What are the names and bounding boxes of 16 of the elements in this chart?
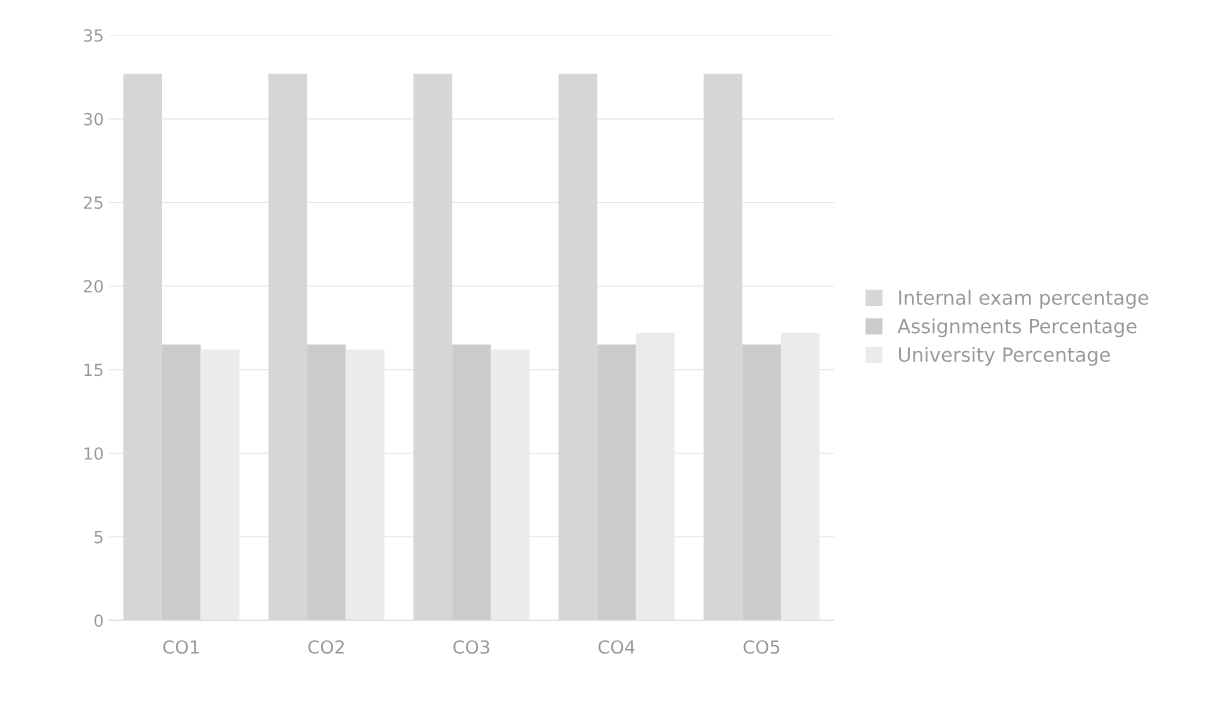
x-tick-label: CO2: [308, 640, 344, 654]
legend-label: University Percentage: [899, 346, 1110, 366]
y-tick-label: 35: [84, 29, 103, 42]
x-tick-label: CO1: [163, 640, 199, 654]
y-tick-label: 30: [84, 112, 103, 126]
y-tick-label: 10: [84, 447, 103, 460]
x-tick-label: CO5: [743, 640, 780, 654]
legend-label: Assignments Percentage: [897, 318, 1137, 338]
x-tick-label: CO3: [453, 640, 490, 654]
y-tick-label: 0: [94, 614, 103, 627]
y-tick-label: 5: [94, 530, 103, 544]
legend-label: Internal exam percentage: [899, 289, 1149, 309]
y-tick-label: 20: [83, 279, 103, 293]
y-tick-label: 15: [84, 363, 103, 377]
y-tick-label: 25: [83, 196, 103, 209]
x-tick-label: CO4: [598, 640, 635, 654]
